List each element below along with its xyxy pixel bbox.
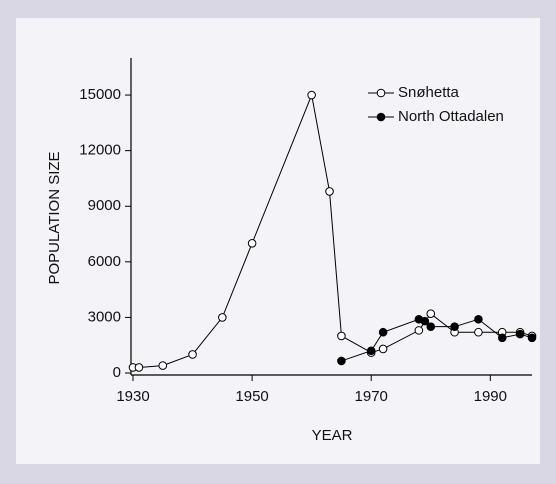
x-tick-label: 1990	[474, 388, 507, 405]
data-point	[378, 327, 388, 337]
y-tick-label: 0	[113, 364, 121, 381]
data-point	[474, 314, 483, 324]
data-point	[134, 363, 144, 372]
panel	[16, 18, 540, 464]
data-point	[188, 350, 197, 359]
legend-marker	[376, 88, 386, 98]
y-tick-label: 6000	[88, 253, 121, 270]
data-point	[426, 322, 436, 331]
data-point	[378, 344, 388, 354]
y-tick-label: 3000	[88, 308, 121, 325]
data-point	[497, 333, 507, 343]
y-tick-label: 12000	[79, 142, 121, 159]
data-point	[158, 361, 168, 370]
data-point	[426, 309, 436, 319]
data-point	[450, 322, 459, 331]
y-tick-label: 15000	[79, 86, 121, 103]
x-tick-label: 1930	[116, 388, 149, 405]
x-axis-label: YEAR	[312, 427, 353, 444]
data-point	[337, 331, 346, 341]
legend-label: North Ottadalen	[398, 108, 504, 125]
y-axis-label: POPULATION SIZE	[46, 151, 63, 284]
legend-marker	[376, 112, 386, 122]
data-point	[337, 356, 346, 366]
data-point	[218, 313, 227, 322]
data-point	[366, 346, 376, 356]
data-point	[414, 326, 424, 335]
y-tick-label: 9000	[88, 197, 121, 214]
data-point	[527, 333, 537, 343]
data-point	[247, 238, 257, 248]
data-point	[515, 329, 525, 339]
legend-label: Snøhetta	[398, 84, 460, 101]
data-point	[420, 316, 430, 326]
x-tick-label: 1950	[235, 388, 268, 405]
data-point	[474, 327, 483, 337]
data-point	[325, 187, 334, 196]
x-tick-label: 1970	[355, 388, 388, 405]
data-point	[307, 90, 316, 100]
